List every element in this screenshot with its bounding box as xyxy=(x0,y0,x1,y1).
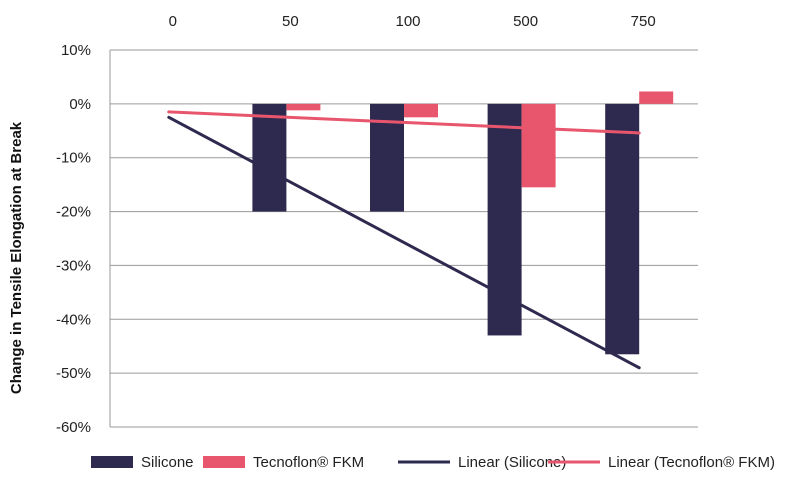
bar-tecnoflon-fkm-750 xyxy=(639,91,674,104)
bar-tecnoflon-fkm-100 xyxy=(404,103,438,118)
bars xyxy=(252,91,674,355)
legend-label: Linear (Tecnoflon® FKM) xyxy=(608,454,775,471)
y-tick-label: 0% xyxy=(69,96,91,113)
bar-silicone-50 xyxy=(252,103,287,212)
y-tick-label: -50% xyxy=(56,365,91,382)
legend: Silicone Tecnoflon® FKM Linear (Silicone) L… xyxy=(91,454,775,471)
x-tick-label: 500 xyxy=(513,13,538,30)
trend-lines xyxy=(167,110,641,370)
legend-swatch xyxy=(203,456,245,468)
trend-line-linear-tecnoflon-fkm- xyxy=(167,110,641,135)
y-axis-label: Change in Tensile Elongation at Break xyxy=(8,121,25,394)
legend-label: Linear (Silicone) xyxy=(458,454,566,471)
y-tick-label: -30% xyxy=(56,257,91,274)
x-tick-label: 750 xyxy=(631,13,656,30)
bar-tecnoflon-fkm-50 xyxy=(286,103,321,111)
x-tick-label: 50 xyxy=(282,13,299,30)
legend-label: Silicone xyxy=(141,454,194,471)
bar-silicone-750 xyxy=(605,103,640,355)
y-tick-label: -20% xyxy=(56,204,91,221)
x-axis-tick-labels: 0 50 100 500 750 xyxy=(169,13,656,30)
legend-label: Tecnoflon® FKM xyxy=(253,454,364,471)
y-tick-label: 10% xyxy=(61,42,91,59)
x-tick-label: 0 xyxy=(169,13,177,30)
gridlines xyxy=(109,49,698,428)
legend-swatch xyxy=(91,456,133,468)
y-tick-label: -60% xyxy=(56,419,91,436)
bar-tecnoflon-fkm-500 xyxy=(521,103,556,188)
x-tick-label: 100 xyxy=(395,13,420,30)
bar-silicone-500 xyxy=(487,103,522,336)
y-axis-tick-labels: 10% 0% -10% -20% -30% -40% -50% -60% xyxy=(56,42,91,436)
trend-line-linear-silicone- xyxy=(167,115,641,370)
y-tick-label: -10% xyxy=(56,150,91,167)
y-tick-label: -40% xyxy=(56,311,91,328)
